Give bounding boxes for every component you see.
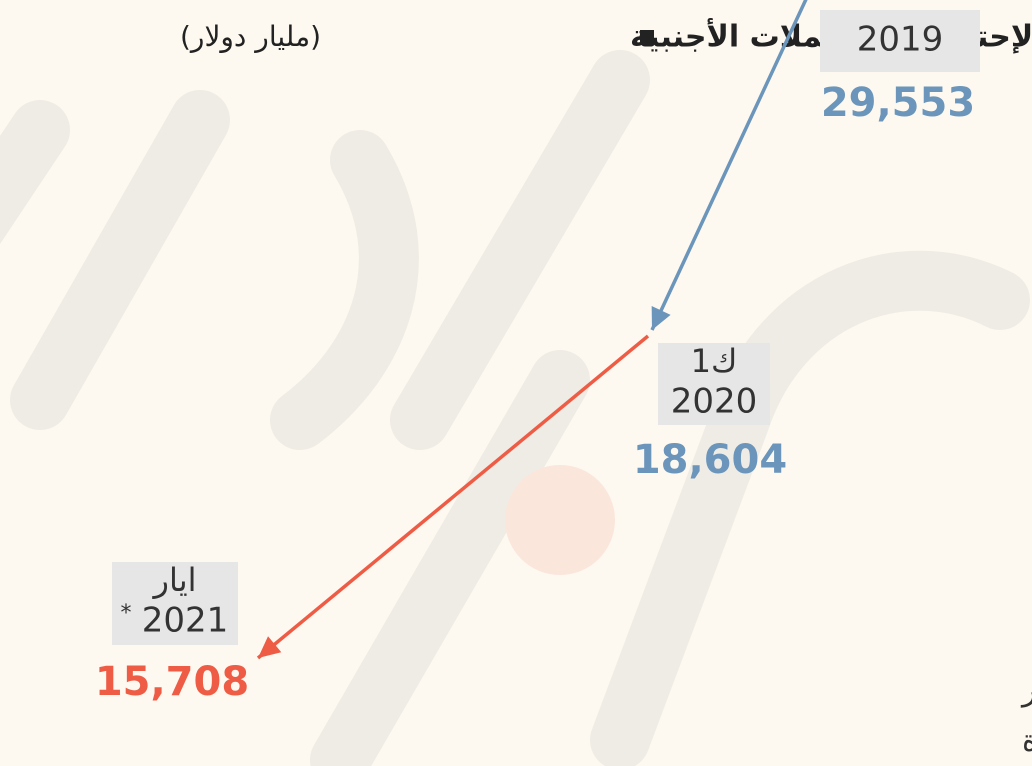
period-box (658, 343, 770, 425)
legend-square (640, 30, 654, 44)
period-box (820, 10, 980, 72)
arrow-head (651, 306, 671, 330)
note-mark: * (121, 601, 132, 626)
arrow-line (650, 0, 808, 331)
watermark-dot (505, 465, 615, 575)
period-label: ايار (152, 561, 197, 599)
period-label: ك1 (691, 342, 738, 380)
value-label: 15,708 (95, 659, 249, 705)
unit-label: (مليار دولار) (180, 20, 321, 53)
value-label: 18,604 (633, 437, 787, 483)
watermark-stroke (270, 130, 419, 450)
arrow-head (258, 636, 282, 658)
watermark-stroke (10, 90, 230, 430)
watermark (0, 50, 1030, 766)
watermark-stroke (0, 100, 70, 245)
year-label: 2021 (142, 601, 229, 641)
arrow-line (256, 334, 650, 660)
period-box (112, 562, 238, 645)
footnote: *من دون شهري حزيران وتموز والفواتير (1020, 674, 1032, 709)
watermark-stroke (390, 50, 650, 450)
footnote: المتراكمة غير المسدّدة (1022, 724, 1032, 759)
watermark-stroke (310, 350, 590, 766)
year-label: 2019 (857, 20, 944, 60)
value-label: 29,553 (821, 80, 975, 126)
year-label: 2020 (671, 382, 758, 422)
